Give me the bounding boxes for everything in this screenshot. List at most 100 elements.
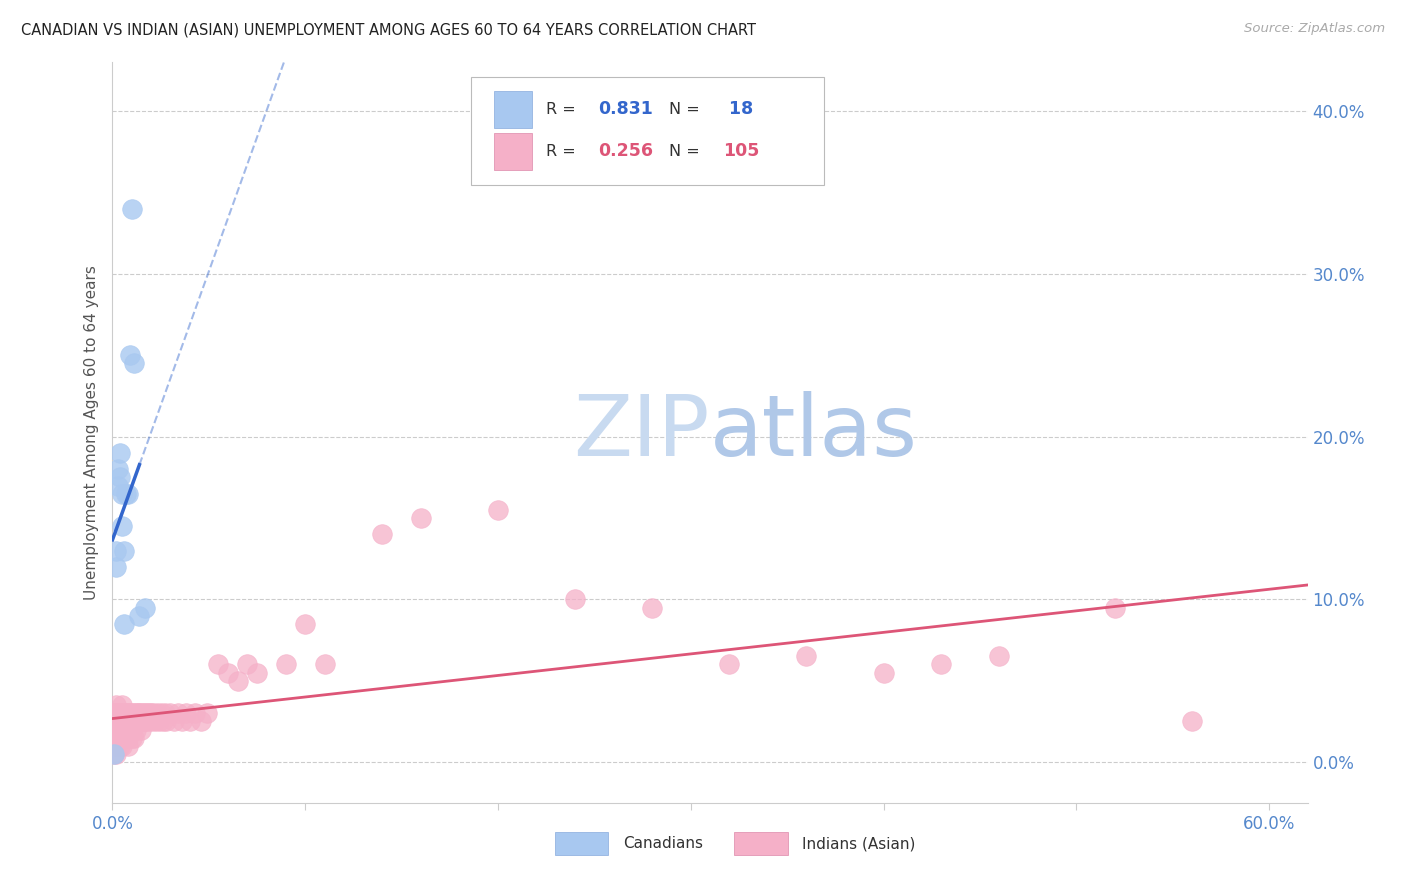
Point (117, 731, 139, 745)
Point (146, 706, 169, 721)
Point (112, 706, 135, 721)
Point (112, 616, 135, 631)
Point (112, 714, 135, 729)
Point (105, 543, 128, 558)
Point (111, 739, 134, 753)
Point (486, 503, 509, 517)
Point (118, 714, 141, 729)
Point (111, 706, 134, 721)
Point (134, 600, 156, 615)
Text: atlas: atlas (710, 391, 918, 475)
Point (103, 747, 125, 761)
Point (127, 706, 149, 721)
Point (131, 706, 153, 721)
Point (115, 706, 138, 721)
Text: Source: ZipAtlas.com: Source: ZipAtlas.com (1244, 22, 1385, 36)
Point (314, 657, 336, 672)
Point (124, 714, 146, 729)
Point (124, 723, 146, 737)
Bar (494, 133, 531, 169)
Point (117, 714, 139, 729)
Point (159, 706, 181, 721)
Point (136, 714, 159, 729)
Point (246, 665, 269, 680)
Point (131, 714, 153, 729)
Point (184, 706, 207, 721)
Point (105, 714, 128, 729)
Point (872, 665, 894, 680)
Point (107, 462, 129, 476)
Point (108, 723, 131, 737)
Point (179, 714, 201, 729)
Point (1104, 600, 1126, 615)
Point (174, 706, 197, 721)
Point (103, 723, 125, 737)
Point (207, 657, 229, 672)
Point (115, 486, 138, 500)
Point (294, 616, 316, 631)
Point (122, 356, 145, 370)
Text: N =: N = (669, 144, 706, 159)
Point (117, 739, 139, 753)
Point (128, 714, 150, 729)
Point (103, 706, 125, 721)
Point (163, 714, 186, 729)
Point (112, 723, 135, 737)
Point (112, 543, 135, 558)
Point (796, 649, 818, 664)
Point (108, 470, 131, 484)
Point (152, 714, 174, 729)
Point (121, 723, 143, 737)
Point (117, 706, 139, 721)
Point (107, 723, 129, 737)
Text: 0.831: 0.831 (598, 100, 652, 118)
Point (118, 723, 141, 737)
Point (128, 706, 150, 721)
Point (142, 706, 165, 721)
Point (409, 511, 432, 525)
Point (134, 706, 156, 721)
Point (167, 706, 190, 721)
Point (641, 600, 664, 615)
Point (143, 714, 166, 729)
Point (132, 714, 155, 729)
Point (274, 657, 297, 672)
Point (107, 706, 129, 721)
Text: R =: R = (547, 102, 581, 117)
Point (236, 657, 259, 672)
Text: 105: 105 (723, 143, 759, 161)
Point (122, 714, 145, 729)
Point (108, 446, 131, 460)
Point (115, 714, 138, 729)
Y-axis label: Unemployment Among Ages 60 to 64 years: Unemployment Among Ages 60 to 64 years (83, 265, 98, 600)
Point (103, 739, 125, 753)
Point (108, 739, 131, 753)
Point (124, 706, 146, 721)
Point (117, 486, 139, 500)
Text: CANADIAN VS INDIAN (ASIAN) UNEMPLOYMENT AMONG AGES 60 TO 64 YEARS CORRELATION CH: CANADIAN VS INDIAN (ASIAN) UNEMPLOYMENT … (21, 22, 756, 37)
Point (170, 714, 193, 729)
Point (118, 348, 141, 362)
Point (103, 747, 125, 761)
Point (139, 714, 162, 729)
Point (111, 714, 134, 729)
Point (122, 706, 145, 721)
Point (138, 706, 160, 721)
Point (105, 706, 128, 721)
Text: N =: N = (669, 102, 706, 117)
Point (134, 714, 156, 729)
Point (105, 739, 128, 753)
Point (105, 731, 128, 745)
Bar (494, 91, 531, 128)
Point (111, 519, 134, 533)
Point (111, 698, 134, 713)
Point (115, 731, 138, 745)
Bar (554, 832, 609, 855)
Point (105, 747, 128, 761)
Point (226, 673, 249, 688)
Point (155, 714, 177, 729)
Text: R =: R = (547, 144, 581, 159)
Point (105, 723, 128, 737)
Point (121, 202, 143, 216)
Point (121, 714, 143, 729)
